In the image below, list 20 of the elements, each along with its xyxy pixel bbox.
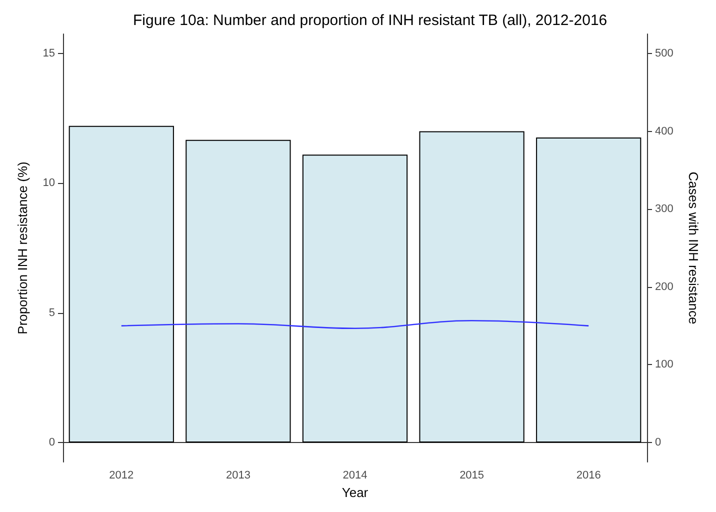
x-tick-label: 2016 xyxy=(576,470,601,482)
x-tick-label: 2012 xyxy=(109,470,134,482)
y-axis-title: Proportion INH resistance (%) xyxy=(15,162,30,334)
y2-tick-label: 500 xyxy=(655,47,674,60)
x-tick-label: 2015 xyxy=(460,470,484,482)
line-series xyxy=(120,320,590,330)
y-tick-label: 0 xyxy=(48,436,55,449)
x-tick-label: 2013 xyxy=(226,470,250,482)
y-tick-label: 15 xyxy=(42,47,55,60)
x-axis-title: Year xyxy=(342,485,369,500)
y2-tick-label: 200 xyxy=(655,280,674,293)
y2-tick-label: 100 xyxy=(655,358,674,371)
x-tick-label: 2014 xyxy=(342,470,368,482)
y2-tick-label: 300 xyxy=(655,203,674,216)
y-tick-label: 5 xyxy=(48,306,55,319)
chart-title: Figure 10a: Number and proportion of INH resistant TB (all), 2012-2016 xyxy=(133,12,608,29)
y2-tick-label: 0 xyxy=(655,436,662,449)
y-tick-label: 10 xyxy=(42,177,55,190)
y2-tick-label: 400 xyxy=(655,125,674,138)
y2-axis-title: Cases with INH resistance xyxy=(686,172,701,324)
